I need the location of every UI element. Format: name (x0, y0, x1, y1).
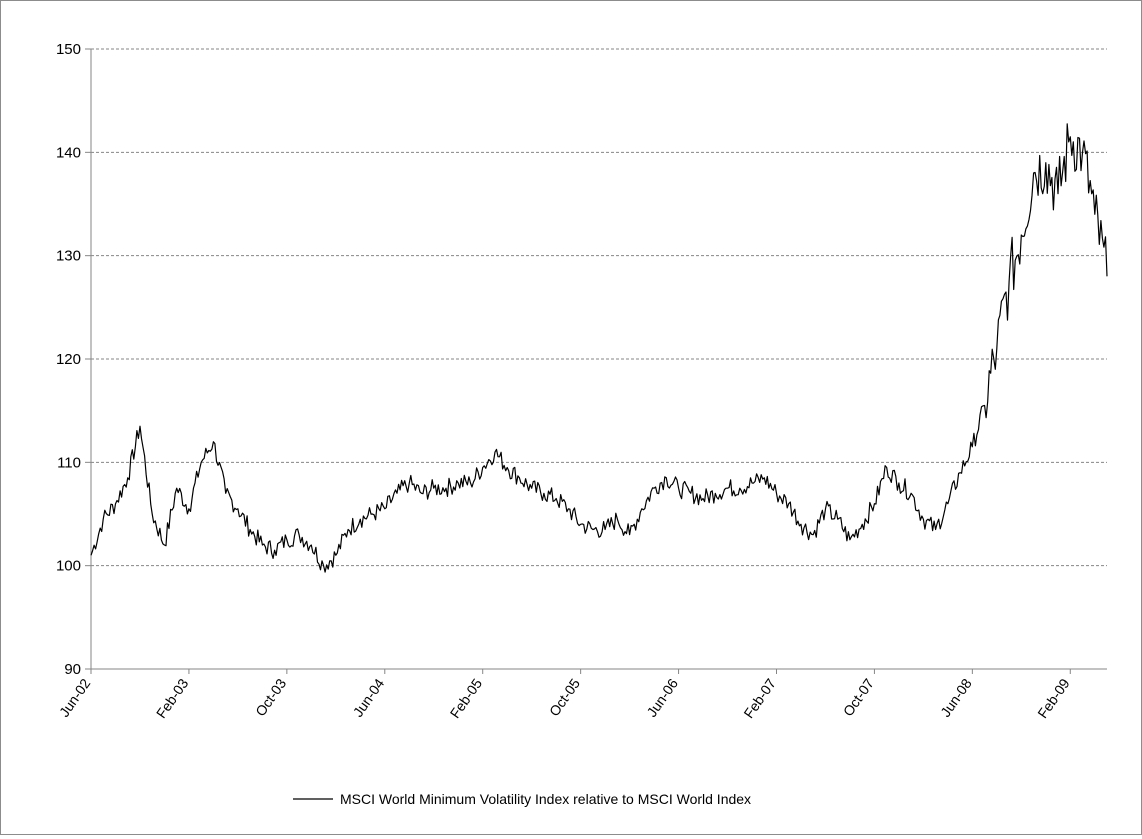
x-tick-label: Jun-08 (937, 675, 975, 719)
x-tick-label: Oct-07 (840, 675, 877, 719)
x-tick-label: Oct-05 (546, 675, 583, 719)
x-tick-label: Feb-07 (740, 675, 779, 721)
y-tick-label: 90 (64, 661, 81, 678)
y-tick-labels: 90 100 110 120 130 140 150 (56, 41, 91, 678)
series-line-0 (90, 123, 1108, 573)
legend-label: MSCI World Minimum Volatility Index rela… (340, 791, 751, 807)
x-tick-labels: Jun-02 Feb-03 Oct-03 Jun-04 Feb-05 Oct-05 Jun-… (56, 669, 1073, 721)
y-tick-label: 100 (56, 558, 81, 575)
x-tick-label: Jun-02 (56, 675, 94, 719)
x-tick-label: Feb-03 (153, 675, 192, 721)
x-tick-label: Oct-03 (252, 675, 289, 719)
y-tick-label: 150 (56, 41, 81, 58)
x-tick-label: Feb-09 (1034, 675, 1073, 721)
y-tick-label: 110 (57, 454, 81, 471)
series-layer (90, 123, 1108, 573)
x-tick-label: Jun-06 (643, 675, 681, 719)
y-tick-label: 120 (56, 351, 81, 368)
y-tick-label: 130 (56, 248, 81, 265)
x-tick-label: Feb-05 (447, 675, 486, 721)
legend: MSCI World Minimum Volatility Index rela… (293, 791, 751, 807)
y-tick-label: 140 (56, 144, 81, 161)
gridlines (91, 48, 1107, 567)
x-tick-label: Jun-04 (350, 675, 388, 719)
